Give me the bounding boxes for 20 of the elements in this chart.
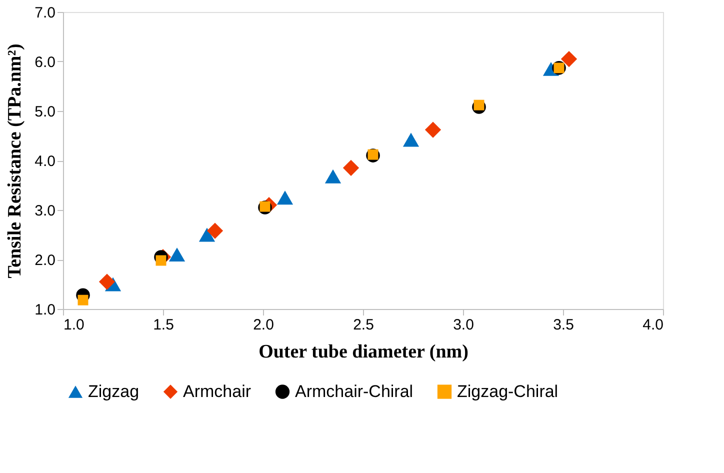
y-tick-label: 5.0: [34, 104, 56, 120]
y-tick-label: 2.0: [34, 252, 56, 269]
x-tick-label: 3.5: [553, 316, 574, 334]
legend-label: Zigzag-Chiral: [457, 382, 558, 401]
legend-label: Zigzag: [88, 382, 140, 401]
x-tick-label: 2.5: [353, 316, 374, 334]
x-tick-label: 1.0: [64, 316, 84, 334]
y-axis-title: Tensile Resistance (TPa.nm²): [4, 44, 26, 278]
y-tick-label: 6.0: [34, 54, 56, 71]
x-axis-title: Outer tube diameter (nm): [258, 342, 468, 362]
legend-label: Armchair: [183, 382, 252, 401]
y-tick-label: 1.0: [34, 302, 56, 318]
legend-label: Armchair-Chiral: [295, 382, 414, 401]
x-tick-label: 2.0: [253, 316, 274, 334]
x-tick-label: 4.0: [642, 316, 664, 334]
x-tick-label: 3.0: [453, 316, 474, 334]
y-tick-label: 3.0: [34, 202, 56, 220]
y-tick-label: 4.0: [34, 153, 56, 170]
y-tick-label: 7.0: [34, 4, 56, 22]
x-tick-label: 1.5: [153, 316, 174, 334]
